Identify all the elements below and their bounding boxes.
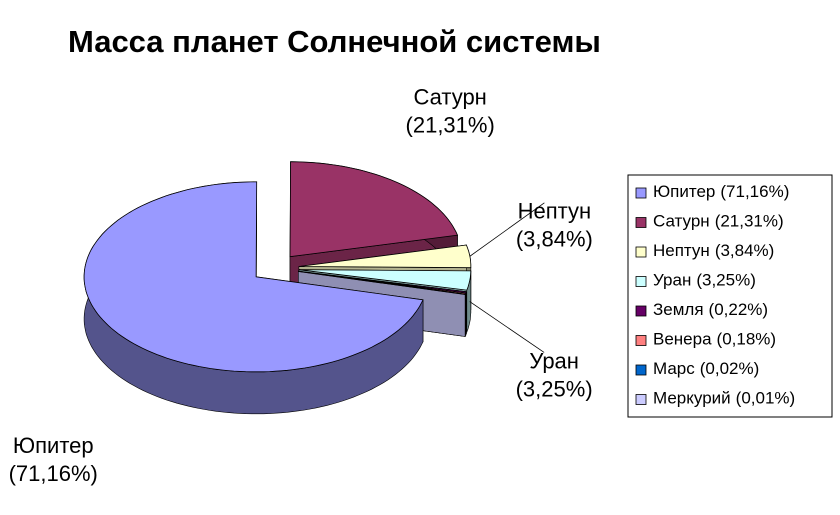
legend-entry: Земля (0,22%) (653, 300, 768, 319)
legend-value: (0,01%) (736, 389, 796, 408)
legend-swatch (635, 276, 647, 287)
slice (289, 161, 459, 258)
legend-value: (0,22%) (709, 300, 769, 319)
legend-name: Нептун (653, 241, 710, 260)
slice (298, 269, 472, 291)
legend-entry: Юпитер (71,16%) (653, 182, 789, 201)
legend-name: Марс (653, 359, 695, 378)
legend-swatch (635, 335, 647, 346)
legend-entry: Уран (3,25%) (653, 271, 756, 290)
data-label: Уран (529, 348, 579, 373)
legend-name: Земля (653, 300, 704, 319)
legend-name: Меркурий (653, 389, 731, 408)
chart-title: Масса планет Солнечной системы (68, 24, 601, 59)
legend-entry: Меркурий (0,01%) (653, 389, 795, 408)
legend-entry: Сатурн (21,31%) (653, 212, 784, 231)
legend-value: (0,18%) (717, 330, 777, 349)
data-label: (71,16%) (9, 461, 98, 486)
data-label: Нептун (518, 199, 592, 224)
legend-entry: Марс (0,02%) (653, 359, 759, 378)
slice (83, 181, 424, 373)
slice (298, 244, 472, 269)
legend-value: (0,02%) (700, 359, 760, 378)
legend-swatch (635, 246, 647, 258)
legend-value: (3,84%) (715, 241, 775, 260)
leader-line (469, 202, 545, 257)
legend-box (627, 174, 833, 418)
legend-swatch (635, 217, 647, 228)
legend-swatch (635, 187, 647, 199)
legend-name: Уран (653, 271, 691, 290)
legend-name: Юпитер (653, 182, 715, 201)
data-label: Сатурн (413, 84, 486, 109)
data-label: (3,84%) (516, 227, 593, 252)
legend-entry: Венера (0,18%) (653, 330, 776, 349)
slice (298, 271, 466, 295)
data-label: (3,25%) (516, 376, 593, 401)
legend-swatch (635, 305, 647, 317)
leader-line (469, 301, 545, 353)
legend-swatch (635, 394, 647, 405)
data-label: (21,31%) (406, 112, 495, 137)
legend-swatch (635, 364, 647, 376)
legend-name: Сатурн (653, 212, 710, 231)
legend-value: (21,31%) (715, 212, 784, 231)
legend-value: (3,25%) (696, 271, 756, 290)
data-label: Юпитер (13, 433, 94, 458)
legend-entry: Нептун (3,84%) (653, 241, 774, 260)
slice (83, 181, 424, 415)
legend-name: Венера (653, 330, 712, 349)
legend-value: (71,16%) (720, 182, 789, 201)
